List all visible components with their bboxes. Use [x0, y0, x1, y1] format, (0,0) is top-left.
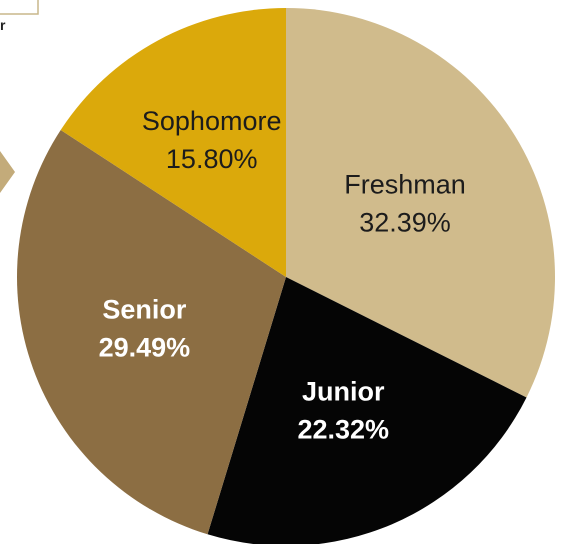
slice-label-senior: Senior — [102, 294, 187, 324]
pie-labels: Freshman 32.39% Junior 22.32% Senior 29.49% So… — [99, 106, 466, 445]
slice-label-freshman: Freshman — [344, 170, 466, 200]
pie-slices — [17, 8, 555, 544]
pie-slice-freshman — [286, 8, 555, 398]
pie-slice-senior — [17, 130, 286, 535]
corner-fragment-text: r — [0, 17, 6, 33]
corner-box — [0, 0, 39, 15]
slice-value-freshman: 32.39% — [359, 208, 451, 238]
arrow-shape — [0, 151, 15, 193]
slice-label-junior: Junior — [302, 376, 385, 406]
slice-label-sophomore: Sophomore — [142, 106, 282, 136]
pie-slice-junior — [207, 277, 527, 544]
slice-value-senior: 29.49% — [99, 332, 191, 362]
pie-slice-sophomore — [60, 8, 286, 277]
slice-value-sophomore: 15.80% — [166, 144, 258, 174]
slice-value-junior: 22.32% — [297, 414, 389, 444]
